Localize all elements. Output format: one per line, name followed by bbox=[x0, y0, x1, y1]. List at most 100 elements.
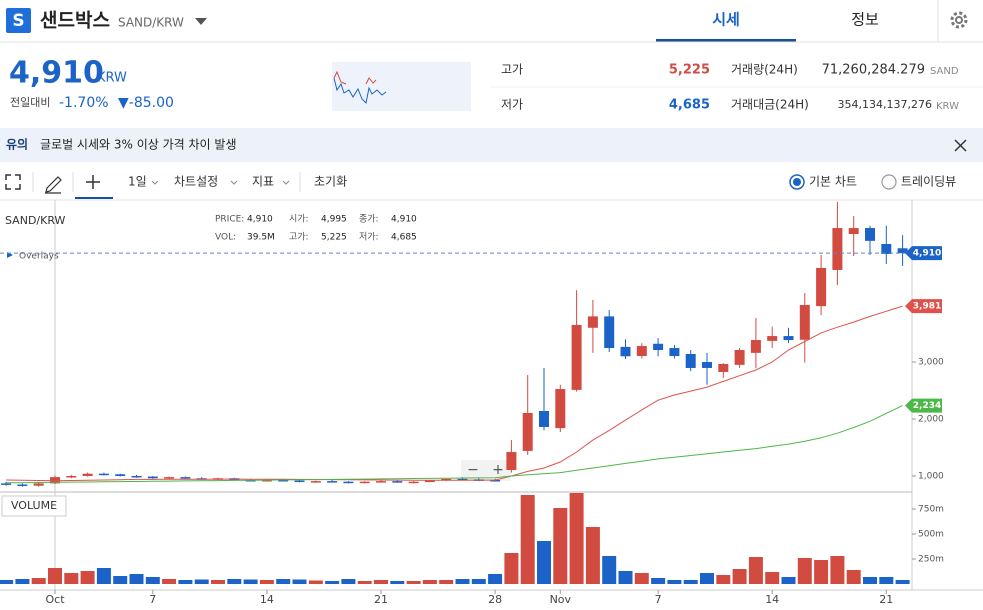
draw-icon[interactable] bbox=[45, 176, 62, 194]
volume-bar bbox=[406, 581, 421, 584]
change: ▼-85.00 bbox=[118, 95, 174, 111]
volume-bar bbox=[651, 578, 666, 584]
volume-bar bbox=[308, 580, 323, 584]
info-label: 시가: bbox=[289, 214, 309, 225]
volume-bar bbox=[667, 580, 682, 584]
radio[interactable] bbox=[789, 174, 805, 190]
volume-bar bbox=[129, 574, 144, 584]
volume-bar bbox=[716, 575, 731, 584]
x-tick-label: Nov bbox=[550, 593, 572, 606]
candle-body bbox=[131, 475, 142, 478]
dropdown[interactable] bbox=[195, 18, 207, 25]
volume-bar bbox=[194, 579, 209, 584]
candle-body bbox=[783, 336, 794, 341]
volume-bar bbox=[15, 579, 30, 584]
toolbar-item[interactable]: 지표 bbox=[252, 175, 274, 189]
option[interactable]: 기본 차트 bbox=[809, 175, 857, 189]
candle-body bbox=[620, 346, 631, 357]
caret bbox=[282, 180, 290, 185]
volume-bar bbox=[439, 580, 454, 584]
volume-bar bbox=[797, 558, 812, 584]
candle-body bbox=[636, 346, 647, 357]
candle-body bbox=[539, 411, 549, 427]
overlays[interactable]: Overlays bbox=[19, 252, 59, 262]
candle-body bbox=[164, 477, 175, 479]
crosshair-icon[interactable] bbox=[86, 175, 100, 189]
candle-body bbox=[848, 228, 859, 235]
stat-label: 거래대금(24H) bbox=[731, 98, 809, 112]
volume-bar bbox=[390, 581, 405, 584]
volume-bar bbox=[31, 578, 46, 584]
volume-tick-label: 500m bbox=[918, 530, 944, 540]
info-value: 4,910 bbox=[391, 215, 417, 225]
toolbar-item[interactable]: 차트설정 bbox=[174, 175, 218, 189]
stat-label: 저가 bbox=[501, 98, 523, 112]
marks: 4,910 3,981 2,234 bbox=[0, 201, 942, 584]
candle-body bbox=[604, 316, 615, 349]
volume-bar bbox=[602, 556, 617, 584]
toolbar-item[interactable]: 초기화 bbox=[314, 175, 347, 189]
info-value: 4,910 bbox=[247, 215, 273, 225]
tab[interactable]: 정보 bbox=[851, 11, 879, 29]
volume-bar bbox=[683, 580, 698, 584]
volume-title-box bbox=[1, 495, 67, 517]
zoom-out[interactable]: − bbox=[467, 462, 479, 478]
radio-dot bbox=[793, 178, 801, 186]
candle-body bbox=[767, 336, 778, 341]
candle-body bbox=[799, 304, 810, 340]
candle-body bbox=[555, 389, 566, 429]
candle-body bbox=[424, 480, 435, 483]
volume-bar bbox=[0, 580, 14, 584]
x-tick-label: 7 bbox=[655, 593, 662, 606]
info-label: VOL: bbox=[215, 233, 236, 243]
volume-bar bbox=[748, 557, 763, 584]
candle-body bbox=[278, 479, 289, 482]
sparkline-bg bbox=[332, 62, 471, 111]
price-tag-label: 2,234 bbox=[913, 401, 941, 411]
candle-body bbox=[392, 481, 403, 483]
info-label: 종가: bbox=[359, 214, 379, 225]
candle-body bbox=[832, 228, 843, 270]
volume-bar bbox=[145, 577, 160, 584]
volume-bar bbox=[553, 508, 568, 584]
volume-bar bbox=[162, 579, 177, 584]
volume-bar bbox=[243, 579, 258, 584]
volume-bar bbox=[227, 579, 242, 584]
candle-body bbox=[359, 481, 370, 484]
volume-bar bbox=[276, 579, 291, 584]
volume-bar bbox=[259, 580, 274, 584]
change-label: 전일대비 bbox=[10, 95, 50, 109]
candle-body bbox=[82, 473, 93, 476]
candle-body bbox=[750, 340, 761, 353]
candle-body bbox=[327, 481, 338, 483]
change-pct: -1.70% bbox=[59, 95, 109, 111]
tab-underline bbox=[656, 39, 796, 42]
stat-unit: KRW bbox=[936, 101, 959, 112]
volume-bar bbox=[178, 580, 193, 584]
tab[interactable]: 시세 bbox=[712, 11, 740, 29]
notice-tag: 유의 bbox=[6, 137, 28, 152]
stat-value: 5,225 bbox=[669, 63, 710, 78]
candle-body bbox=[457, 478, 468, 481]
info-value: 39.5M bbox=[247, 233, 275, 243]
candle-body bbox=[734, 350, 745, 365]
volume-bar bbox=[700, 573, 714, 584]
candle-body bbox=[115, 474, 126, 476]
volume-bar bbox=[863, 577, 877, 584]
x-tick-label: 7 bbox=[149, 593, 156, 606]
settings-icon[interactable] bbox=[950, 11, 968, 29]
candle-body bbox=[66, 475, 77, 478]
x-tick-label: 21 bbox=[374, 593, 388, 606]
volume-bar bbox=[732, 569, 747, 584]
fullscreen-icon[interactable] bbox=[5, 174, 21, 190]
radio[interactable] bbox=[881, 174, 897, 190]
close-icon[interactable] bbox=[954, 139, 967, 152]
option[interactable]: 트레이딩뷰 bbox=[901, 175, 956, 189]
candle-body bbox=[506, 452, 517, 470]
candle-body bbox=[702, 361, 712, 368]
volume-tick-label: 750m bbox=[918, 505, 944, 515]
toolbar-item[interactable]: 1일 bbox=[128, 175, 147, 189]
active-underline bbox=[75, 197, 113, 199]
zoom-in[interactable]: + bbox=[492, 462, 504, 478]
